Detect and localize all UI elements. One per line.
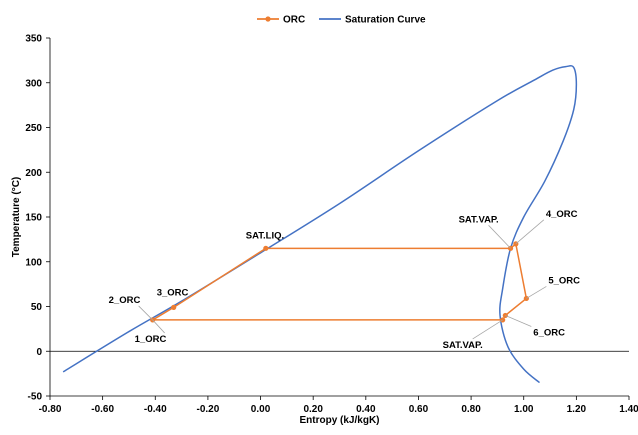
- y-axis-title: Temperature (°C): [11, 177, 22, 258]
- x-tick-label: -0.80: [39, 404, 62, 415]
- x-tick-label: 1.00: [514, 404, 534, 415]
- orc-cycle-line: [152, 242, 528, 321]
- x-tick-label: 0.40: [356, 404, 376, 415]
- annotations: 1_ORC 2_ORC 3_ORC SAT.LIQ. SAT.VAP. 4_ORC 5_OR…: [109, 209, 581, 351]
- x-tick-label: -0.20: [197, 404, 220, 415]
- annotation-leader-line: [488, 225, 511, 249]
- annotation-leader-line: [138, 305, 153, 321]
- x-axis-title: Entropy (kJ/kgK): [299, 415, 379, 426]
- annotation-label: 6_ORC: [533, 327, 565, 338]
- legend: ORC Saturation Curve: [257, 15, 426, 26]
- annotation-label: 1_ORC: [135, 334, 167, 345]
- axes: -0.80 -0.60 -0.40 -0.20 0.00 0.20 0.40 0.60 0.80…: [25, 34, 638, 416]
- y-tick-label: 350: [25, 34, 42, 45]
- x-tick-label: 1.20: [567, 404, 587, 415]
- annotation-label: 5_ORC: [548, 275, 580, 286]
- annotation-leader-line: [526, 286, 547, 299]
- orc-point: [263, 245, 269, 251]
- y-tick-label: 0: [36, 347, 42, 358]
- annotation-leader-line: [505, 315, 532, 327]
- annotation-leader-line: [152, 319, 165, 334]
- annotation-label: SAT.VAP.: [459, 214, 499, 225]
- y-tick-label: 150: [25, 213, 42, 224]
- legend-orc-label: ORC: [283, 15, 305, 26]
- annotation-leader-line: [472, 319, 503, 340]
- x-tick-label: 0.80: [461, 404, 481, 415]
- annotation-leader-line: [515, 219, 545, 245]
- orc-point: [171, 304, 177, 310]
- legend-orc-marker: [265, 16, 271, 22]
- y-tick-label: 100: [25, 257, 42, 268]
- y-tick-label: 250: [25, 123, 42, 134]
- y-tick-label: 300: [25, 78, 42, 89]
- annotation-label: SAT.LIQ.: [246, 230, 284, 241]
- saturation-curve-line: [62, 65, 578, 384]
- annotation-label: SAT.VAP.: [443, 340, 483, 351]
- y-tick-label: -50: [28, 392, 43, 403]
- y-tick-label: 50: [31, 302, 43, 313]
- x-tick-label: 0.20: [303, 404, 323, 415]
- y-tick-label: 200: [25, 168, 42, 179]
- x-tick-label: 0.60: [409, 404, 429, 415]
- x-tick-label: -0.60: [91, 404, 114, 415]
- annotation-label: 2_ORC: [109, 295, 141, 306]
- annotation-label: 3_ORC: [157, 287, 189, 298]
- x-tick-label: 1.40: [619, 404, 638, 415]
- annotation-label: 4_ORC: [546, 209, 578, 220]
- x-tick-label: 0.00: [251, 404, 271, 415]
- x-tick-label: -0.40: [144, 404, 167, 415]
- legend-saturation-label: Saturation Curve: [345, 15, 426, 26]
